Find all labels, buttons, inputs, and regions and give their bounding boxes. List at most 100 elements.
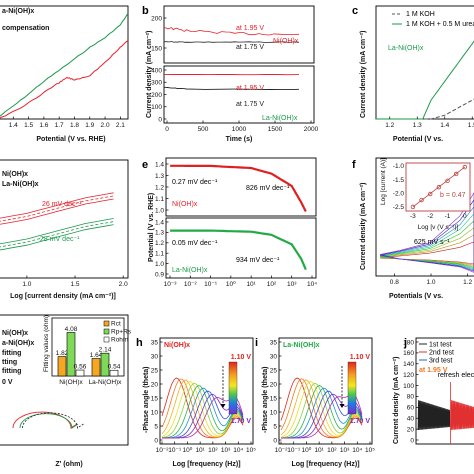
panel-b-top-frame [163, 5, 315, 64]
x-tick-label: 10³ [221, 447, 231, 454]
y-tick-label: 5 [154, 423, 158, 430]
panel-phase-letter: h [136, 337, 143, 349]
x-tick-label: 10⁰ [183, 446, 193, 454]
y-tick-label: 10 [151, 409, 159, 416]
panel-phase-curve [280, 377, 363, 439]
y-tick-label: 120 [403, 372, 414, 379]
panel-phase-curve [162, 387, 244, 439]
panel-g-legend-label: tting [2, 359, 17, 366]
y-tick-label: 15 [270, 395, 278, 402]
panel-phase-curve [280, 378, 363, 438]
panel-a-frame [0, 5, 129, 120]
panel-b-top-series-line [163, 27, 300, 36]
x-tick-label: 10¹ [195, 447, 205, 454]
y-tick-label: 100 [403, 383, 414, 390]
y-tick-label: 20 [151, 381, 159, 388]
panel-g-bar-value-label: 1.64 [90, 352, 103, 359]
panel-phase-material-label: La-Ni(OH)x [283, 342, 320, 349]
panel-f-inset-point [410, 204, 416, 210]
panel-phase-curve [280, 381, 363, 438]
panel-d-series-line [0, 224, 114, 251]
panel-phase-curve [280, 382, 363, 439]
y-tick-label: 1.0 [155, 207, 164, 214]
panel-c-series-line [376, 40, 474, 120]
x-tick-label: 10⁻² [275, 447, 289, 454]
x-tick-label: 10⁰ [302, 446, 312, 454]
y-tick-label: 140 [403, 361, 414, 368]
y-tick-label: 0.9 [155, 271, 164, 278]
panel-b-bottom-series-label: at 1.75 V [236, 101, 264, 108]
x-tick-label: 10⁵ [365, 447, 375, 454]
panel-e-slope-label: 826 mV dec⁻¹ [246, 185, 290, 192]
panel-c-letter: c [352, 5, 358, 17]
x-tick-label: 10⁻¹ [204, 281, 218, 288]
x-tick-label: 1.3 [413, 122, 422, 129]
panel-d-legend-label: Ni(OH)x [2, 171, 28, 178]
panel-d-legend-label: La-Ni(OH)x [2, 181, 39, 188]
panel-j-voltage-label: at 1.95 V [419, 367, 448, 374]
panel-phase-frame [159, 337, 254, 445]
panel-g-bar-legend-swatch [103, 320, 110, 327]
panel-f-inset-y-tick: -2.0 [393, 190, 405, 197]
panel-phase-curve [161, 377, 244, 439]
panel-f-inset-fit-line [412, 166, 466, 208]
panel-f-inset-y-tick: -2.5 [393, 204, 405, 211]
panel-phase-top-voltage: 1.10 V [231, 354, 252, 361]
x-tick-label: 10⁻¹ [287, 447, 301, 454]
y-tick-label: 35 [270, 339, 278, 346]
panel-g-bar-legend-label: Rohm [111, 337, 128, 344]
panel-f-letter: f [352, 159, 356, 171]
panel-j-y-axis-label: Current density (mA cm⁻²) [393, 357, 400, 444]
x-tick-label: 10⁰ [226, 280, 236, 288]
panel-g-bar [91, 358, 101, 377]
x-tick-label: 1.9 [85, 122, 94, 129]
x-tick-label: 1.5 [468, 122, 474, 129]
panel-g-bar-legend-swatch [103, 336, 110, 343]
y-tick-label: 400 [151, 67, 162, 74]
x-tick-label: 2000 [304, 126, 319, 133]
y-tick-label: 0 [410, 437, 414, 444]
panel-d-slope-label: 26 mV dec⁻¹ [42, 201, 82, 208]
panel-c-legend-label: 1 M KOH + 0.5 M urea [406, 21, 474, 28]
panel-f-cv-curve [379, 192, 474, 273]
x-tick-label: 1.5 [71, 281, 80, 288]
panel-phase-frame [278, 337, 373, 445]
y-tick-label: 80 [407, 394, 415, 401]
panel-b-letter: b [142, 5, 149, 17]
panel-a-series-line [0, 12, 129, 117]
y-tick-label: 20 [270, 381, 278, 388]
panel-phase-color-bar [347, 361, 357, 415]
panel-g-bar-value-label: 2.14 [99, 347, 112, 354]
panel-e-y-axis-label: Potential (V vs. RHE) [148, 193, 155, 262]
panel-g-bar-value-label: 0.54 [108, 364, 121, 371]
panel-phase-arrowhead [220, 404, 226, 408]
panel-j-letter: j [403, 337, 407, 349]
panel-f-x-axis-label: Potentials (V vs. [389, 293, 443, 300]
y-tick-label: 0 [154, 437, 158, 444]
y-tick-label: 1.1 [155, 251, 164, 258]
x-tick-label: 10⁻² [156, 447, 170, 454]
panel-g-bar-legend-label: Rct [111, 321, 121, 328]
y-tick-label: 15 [151, 395, 159, 402]
panel-phase-y-axis-label: -Phase angle (theta) [143, 366, 150, 433]
x-tick-label: 10⁵ [246, 447, 256, 454]
y-tick-label: 200 [151, 92, 162, 99]
panel-g-legend-label: fitting [2, 350, 21, 357]
y-tick-label: 150 [151, 45, 162, 52]
y-tick-label: 1.4 [155, 219, 164, 226]
x-tick-label: 1.4 [440, 122, 449, 129]
y-tick-label: 1.1 [155, 196, 164, 203]
y-tick-label: 25 [151, 367, 159, 374]
panel-f-inset-point [462, 164, 468, 170]
panel-e-ni-line [170, 164, 307, 212]
y-tick-label: 30 [270, 353, 278, 360]
panel-f-inset-point [428, 191, 433, 197]
x-tick-label: 1.6 [39, 122, 48, 129]
panel-f-y-axis-label: Current density (mA cm⁻²) [360, 183, 367, 270]
x-tick-label: 2.0 [119, 281, 128, 288]
panel-f-inset-point [453, 171, 459, 177]
y-tick-label: 160 [403, 350, 414, 357]
panel-g-legend-label: a-Ni(OH)x [2, 340, 34, 347]
y-tick-label: 180 [403, 339, 414, 346]
